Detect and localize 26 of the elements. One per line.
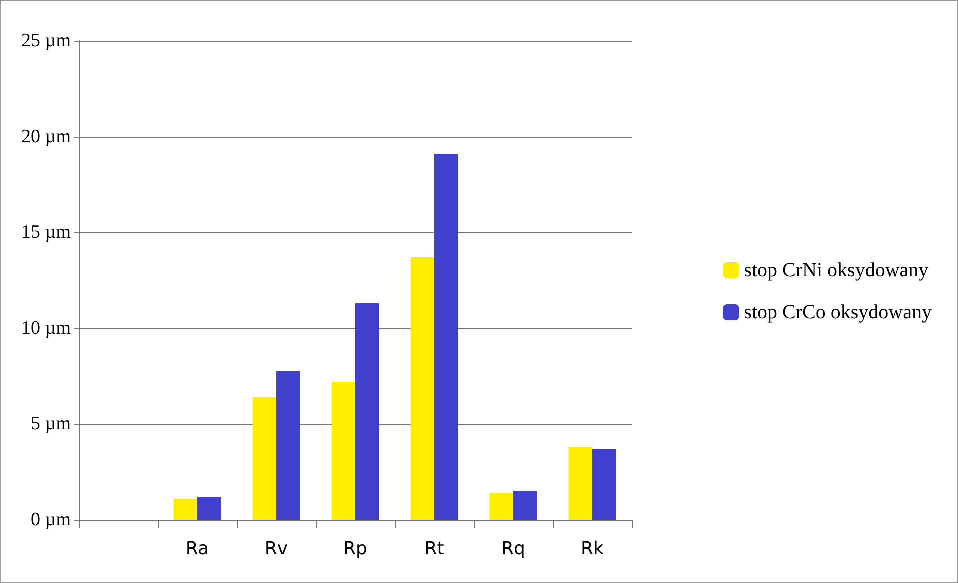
x-tick-label: Rt (424, 538, 444, 560)
bar (568, 447, 592, 520)
bar (514, 491, 538, 520)
legend-label: stop CrCo oksydowany (744, 302, 932, 324)
bar (174, 498, 198, 520)
bar (434, 154, 458, 520)
bar (332, 382, 356, 520)
x-tick-label: Rq (502, 538, 526, 560)
bar (592, 449, 616, 520)
y-tick-label: 5 µm (31, 414, 72, 435)
bar (276, 372, 300, 520)
y-tick-label: 10 µm (22, 318, 72, 339)
legend-label: stop CrNi oksydowany (744, 260, 929, 282)
y-tick-label: 0 µm (31, 510, 72, 530)
x-tick-label: Ra (186, 538, 210, 560)
x-tick-label: Rk (581, 538, 605, 560)
bar (410, 258, 434, 520)
y-tick-label: 20 µm (22, 126, 72, 148)
y-tick-label: 15 µm (22, 222, 72, 244)
bar (252, 397, 276, 520)
y-tick-label: 25 µm (22, 30, 72, 52)
bar (356, 303, 380, 520)
bar (198, 497, 222, 520)
x-tick-label: Rv (264, 538, 288, 560)
x-tick-label: Rp (344, 538, 368, 560)
bar (490, 493, 514, 520)
